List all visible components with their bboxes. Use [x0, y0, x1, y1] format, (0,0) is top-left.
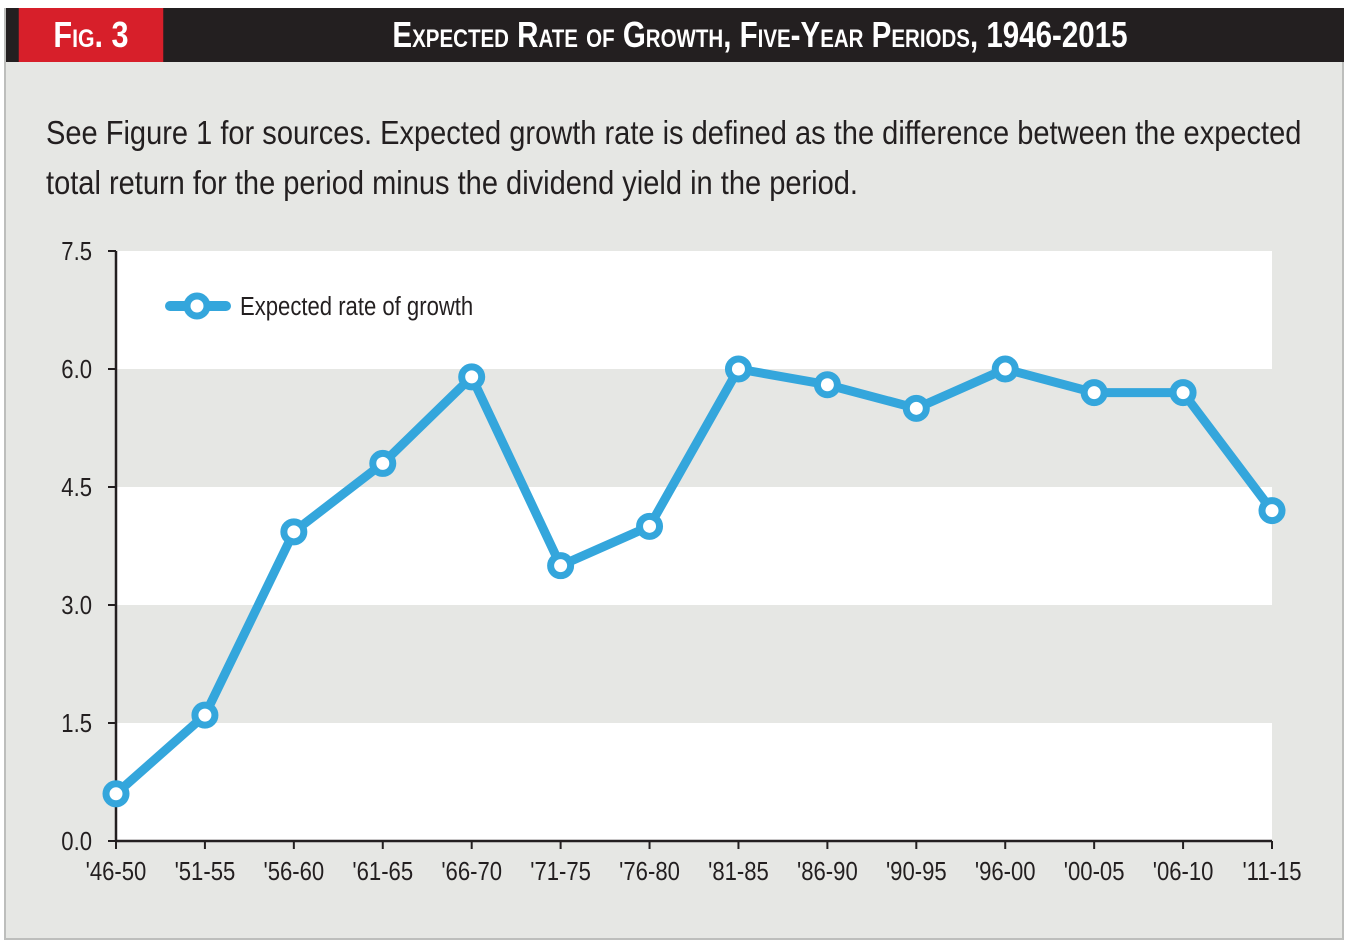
- grid-band: [116, 605, 1272, 723]
- x-tick-label: '46-50: [86, 857, 147, 886]
- y-tick-label: 1.5: [61, 709, 92, 738]
- data-point: [813, 371, 841, 399]
- figure-caption: See Figure 1 for sources. Expected growt…: [46, 114, 1302, 201]
- legend: Expected rate of growth: [165, 292, 473, 321]
- grid-band: [116, 487, 1272, 605]
- x-tick-label: '66-70: [441, 857, 502, 886]
- grid-band: [116, 723, 1272, 841]
- x-axis-ticks: '46-50 '51-55 '56-60 '61-65 '66-70 '71-75 '76-…: [86, 841, 1302, 886]
- axes: [114, 251, 1272, 843]
- legend-swatch-marker: [183, 292, 211, 320]
- x-tick-label: '61-65: [352, 857, 413, 886]
- x-tick-label: '11-15: [1242, 857, 1301, 886]
- y-tick-label: 0.0: [61, 827, 92, 856]
- y-tick-label: 7.5: [61, 237, 92, 266]
- data-point: [724, 355, 752, 383]
- series-line: [111, 364, 1277, 799]
- data-point: [1169, 379, 1197, 407]
- data-point: [280, 518, 308, 546]
- data-point: [1080, 379, 1108, 407]
- y-tick-label: 3.0: [61, 591, 92, 620]
- data-point: [458, 363, 486, 391]
- grid-band: [116, 251, 1272, 369]
- y-tick-label: 4.5: [61, 473, 92, 502]
- figure-number-badge: Fig. 3: [18, 8, 164, 62]
- data-point: [191, 701, 219, 729]
- x-tick-label: '71-75: [530, 857, 591, 886]
- x-tick-label: '96-00: [975, 857, 1036, 886]
- x-tick-label: '51-55: [175, 857, 236, 886]
- data-point: [991, 355, 1019, 383]
- legend-label: Expected rate of growth: [240, 292, 473, 321]
- data-point: [636, 512, 664, 540]
- x-tick-label: '86-90: [797, 857, 858, 886]
- x-tick-label: '56-60: [263, 857, 324, 886]
- x-tick-label: '00-05: [1064, 857, 1125, 886]
- data-point: [369, 449, 397, 477]
- figure-title: Expected Rate of Growth, Five-Year Perio…: [392, 14, 1128, 55]
- figure-header: Fig. 3 Expected Rate of Growth, Five-Yea…: [6, 8, 1344, 62]
- data-point: [547, 552, 575, 580]
- y-axis-ticks: 0.0 1.5 3.0 4.5 6.0 7.5: [61, 237, 116, 856]
- x-tick-label: '90-95: [886, 857, 947, 886]
- series-expected-rate-of-growth: [102, 355, 1286, 808]
- data-point: [102, 780, 130, 808]
- x-tick-label: '06-10: [1153, 857, 1214, 886]
- data-point: [902, 394, 930, 422]
- x-tick-label: '76-80: [619, 857, 680, 886]
- x-tick-label: '81-85: [708, 857, 769, 886]
- data-point: [1258, 497, 1286, 525]
- y-tick-label: 6.0: [61, 355, 92, 384]
